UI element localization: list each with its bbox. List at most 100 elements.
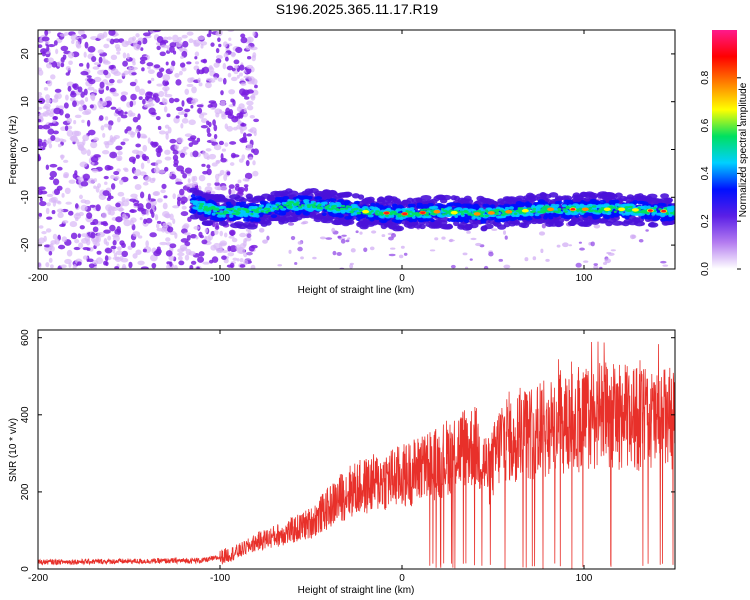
sparse-speckle bbox=[469, 258, 473, 261]
noise-speckle bbox=[175, 115, 180, 119]
noise-speckle bbox=[103, 229, 111, 234]
x-tick-label: 0 bbox=[399, 273, 405, 284]
noise-speckle bbox=[184, 113, 188, 118]
ridge-blob bbox=[470, 213, 475, 217]
ridge-blob bbox=[349, 205, 352, 209]
ridge-blob bbox=[266, 207, 271, 211]
noise-speckle bbox=[156, 71, 163, 78]
noise-speckle bbox=[38, 97, 46, 104]
ridge-blob bbox=[526, 207, 532, 210]
noise-speckle bbox=[227, 245, 231, 252]
noise-speckle bbox=[92, 226, 99, 233]
ridge-blob bbox=[198, 207, 203, 210]
noise-speckle bbox=[57, 143, 62, 148]
ridge-blob bbox=[448, 202, 456, 206]
ridge-blob bbox=[293, 203, 298, 206]
noise-speckle bbox=[220, 185, 228, 191]
noise-speckle bbox=[130, 93, 137, 101]
ridge-blob bbox=[302, 211, 311, 216]
ridge-blob bbox=[340, 204, 346, 208]
noise-speckle bbox=[123, 219, 132, 227]
noise-speckle bbox=[64, 113, 71, 119]
noise-speckle bbox=[160, 39, 169, 44]
ridge-peak-max bbox=[647, 209, 653, 212]
noise-speckle bbox=[121, 200, 130, 207]
ridge-blob bbox=[545, 212, 554, 217]
ridge-blob bbox=[515, 209, 521, 213]
noise-speckle bbox=[219, 109, 223, 114]
ridge-peak bbox=[487, 211, 495, 215]
noise-speckle bbox=[53, 94, 59, 99]
noise-speckle bbox=[103, 260, 108, 266]
sparse-speckle bbox=[297, 240, 303, 245]
ridge-blob bbox=[265, 204, 270, 209]
noise-speckle bbox=[78, 106, 84, 112]
noise-speckle bbox=[74, 203, 79, 209]
ridge-blob bbox=[304, 201, 310, 205]
noise-speckle bbox=[242, 132, 247, 139]
ridge-blob bbox=[316, 204, 320, 208]
ridge-blob bbox=[476, 209, 482, 213]
ridge-blob bbox=[522, 213, 528, 217]
noise-speckle bbox=[98, 115, 104, 121]
ridge-blob bbox=[588, 206, 593, 210]
sparse-speckle bbox=[350, 248, 356, 253]
noise-speckle bbox=[64, 258, 72, 265]
ridge-blob bbox=[631, 212, 638, 216]
noise-speckle bbox=[142, 144, 148, 152]
ridge-blob bbox=[370, 202, 376, 207]
noise-speckle bbox=[91, 161, 95, 165]
noise-speckle bbox=[50, 74, 56, 80]
noise-speckle bbox=[156, 227, 164, 232]
ridge-peak bbox=[603, 207, 611, 212]
ridge-blob bbox=[311, 205, 317, 208]
noise-speckle bbox=[102, 190, 110, 197]
noise-speckle bbox=[117, 150, 123, 156]
noise-speckle bbox=[183, 232, 191, 236]
noise-speckle bbox=[143, 104, 152, 108]
ridge-blob bbox=[653, 206, 657, 210]
noise-speckle bbox=[132, 253, 138, 259]
noise-speckle bbox=[103, 59, 109, 64]
noise-speckle bbox=[224, 123, 229, 130]
ridge-blob bbox=[632, 199, 638, 204]
noise-speckle bbox=[186, 234, 191, 241]
noise-speckle bbox=[38, 118, 42, 123]
noise-speckle bbox=[72, 263, 77, 269]
noise-speckle bbox=[204, 186, 213, 193]
ridge-blob bbox=[378, 218, 385, 223]
ridge-blob bbox=[344, 200, 351, 205]
noise-speckle bbox=[208, 100, 217, 104]
noise-speckle bbox=[133, 175, 138, 180]
x-tick-label: 100 bbox=[576, 273, 593, 284]
noise-speckle bbox=[217, 186, 221, 191]
y-tick-label: 10 bbox=[20, 96, 31, 108]
noise-speckle bbox=[231, 154, 240, 158]
noise-speckle bbox=[247, 56, 252, 60]
sparse-speckle bbox=[277, 264, 283, 267]
noise-speckle bbox=[208, 121, 212, 128]
ridge-blob bbox=[416, 202, 423, 207]
noise-speckle bbox=[45, 94, 51, 100]
noise-speckle bbox=[79, 225, 85, 230]
noise-speckle bbox=[120, 257, 129, 263]
noise-speckle bbox=[214, 182, 220, 187]
noise-speckle bbox=[82, 173, 91, 181]
noise-speckle bbox=[109, 134, 114, 142]
noise-speckle bbox=[68, 60, 73, 66]
noise-speckle bbox=[38, 237, 45, 244]
ridge-blob bbox=[344, 215, 352, 220]
noise-speckle bbox=[252, 148, 259, 156]
noise-speckle bbox=[186, 97, 193, 103]
noise-speckle bbox=[93, 178, 98, 183]
noise-speckle bbox=[76, 141, 85, 148]
noise-speckle bbox=[52, 233, 58, 240]
noise-speckle bbox=[104, 142, 110, 149]
sparse-speckle bbox=[359, 231, 363, 235]
noise-speckle bbox=[140, 162, 145, 170]
noise-speckle bbox=[71, 130, 80, 137]
noise-speckle bbox=[179, 244, 188, 251]
noise-speckle bbox=[230, 98, 235, 103]
noise-speckle bbox=[156, 150, 162, 158]
ridge-blob bbox=[351, 208, 356, 211]
